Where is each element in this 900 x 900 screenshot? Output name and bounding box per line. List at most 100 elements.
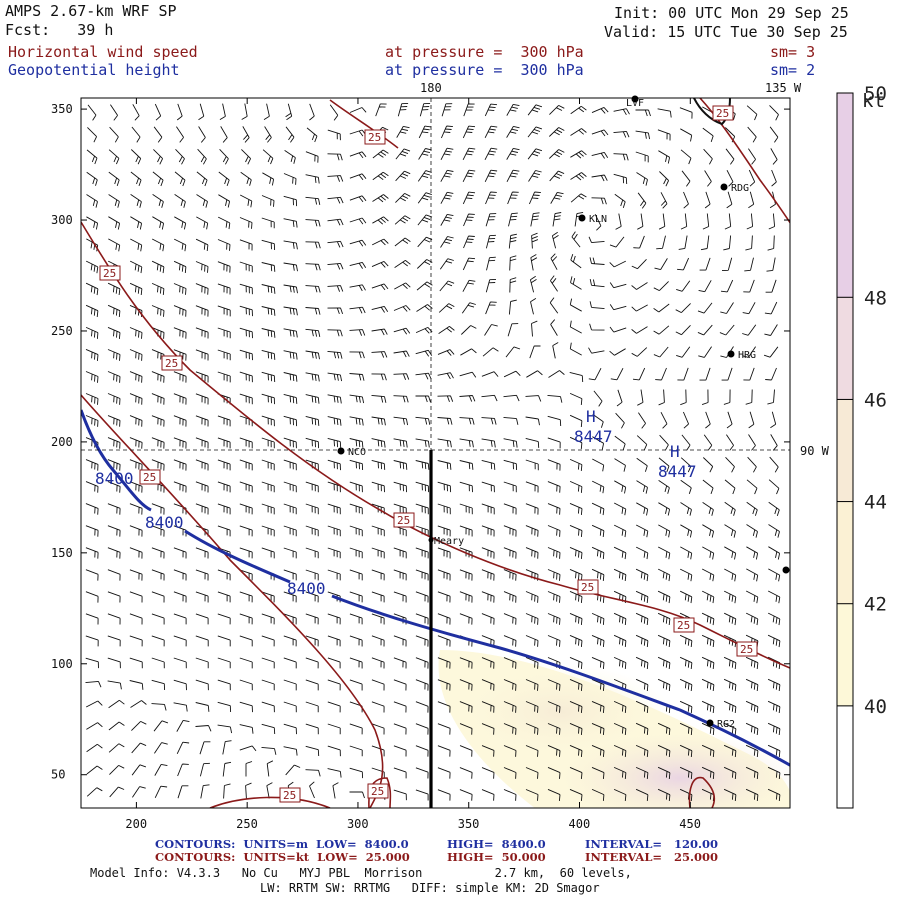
- wind-barb: [283, 613, 297, 625]
- wind-barb: [85, 680, 102, 688]
- colorbar-label: 42: [864, 594, 887, 616]
- y-tick-label: 300: [51, 213, 73, 227]
- speed-contour-line: [81, 221, 790, 669]
- wind-barb: [547, 569, 561, 581]
- wind-barb: [653, 281, 669, 292]
- station-dot: [428, 537, 434, 543]
- wind-barb: [525, 547, 539, 559]
- wind-barb: [486, 256, 496, 271]
- wind-barb: [395, 148, 411, 160]
- wind-barb: [283, 591, 297, 603]
- svg-text:25: 25: [368, 131, 381, 144]
- field1-level: at pressure = 300 hPa: [385, 43, 584, 61]
- wind-barb: [371, 260, 389, 268]
- wind-barb: [613, 612, 627, 626]
- wind-barb: [305, 394, 320, 404]
- wind-barb: [720, 302, 734, 314]
- wind-barb: [631, 326, 648, 334]
- wind-barb: [129, 393, 143, 405]
- wind-barb: [766, 257, 776, 272]
- wind-barb: [283, 218, 298, 228]
- wind-barb: [153, 149, 164, 165]
- wind-barb: [591, 174, 608, 182]
- wind-barb: [550, 319, 558, 336]
- wind-barb: [416, 259, 433, 269]
- wind-barb: [151, 635, 165, 647]
- wind-barb: [481, 394, 498, 402]
- wind-barb: [679, 744, 693, 758]
- wind-barb: [748, 148, 756, 165]
- wind-barb: [681, 170, 691, 187]
- wind-barb: [635, 700, 649, 714]
- wind-barb: [195, 635, 209, 647]
- wind-barb: [570, 172, 587, 181]
- wind-barb: [746, 524, 758, 538]
- wind-barb: [151, 260, 165, 274]
- wind-barb: [459, 613, 473, 625]
- wind-barb: [371, 723, 385, 735]
- wind-barb: [129, 415, 143, 427]
- wind-barb: [484, 147, 498, 161]
- wind-barb: [591, 568, 605, 581]
- wind-barb: [195, 305, 209, 317]
- wind-barb: [440, 236, 454, 248]
- wind-barb: [415, 767, 429, 779]
- wind-barb: [767, 678, 781, 692]
- wind-barb: [462, 169, 476, 183]
- wind-barb: [174, 194, 186, 208]
- wind-barb: [393, 416, 409, 426]
- wind-barb: [609, 236, 625, 248]
- wind-barb: [108, 216, 121, 230]
- wind-barb: [437, 438, 452, 448]
- wind-barb: [635, 546, 649, 560]
- station-dot: [337, 447, 345, 455]
- wind-barb: [677, 257, 690, 271]
- wind-barb: [748, 191, 755, 209]
- wind-barb: [525, 591, 539, 603]
- wind-barb: [130, 238, 143, 252]
- wind-barb: [415, 372, 432, 380]
- wind-barb: [614, 458, 626, 472]
- wind-barb: [698, 280, 712, 293]
- wind-barb: [371, 591, 385, 603]
- wind-barb: [283, 350, 298, 360]
- wind-barb: [195, 371, 209, 383]
- wind-barb: [680, 457, 692, 473]
- wind-barb: [507, 323, 519, 337]
- wind-barb: [678, 235, 688, 250]
- wind-barb: [569, 678, 583, 691]
- wind-barb: [481, 723, 495, 735]
- wind-barb: [261, 701, 275, 713]
- wind-barb: [261, 415, 275, 427]
- wind-barb: [173, 327, 187, 339]
- wind-barb: [764, 324, 778, 336]
- wind-barb: [746, 546, 759, 560]
- wind-barb: [440, 125, 453, 139]
- wind-barb: [173, 591, 187, 603]
- wind-barb: [415, 395, 431, 403]
- high-markers: H 8447 H 8447: [574, 407, 697, 481]
- wind-barb: [675, 324, 691, 336]
- wind-barb: [327, 613, 341, 625]
- wind-barb: [327, 416, 342, 426]
- wind-barb: [613, 766, 627, 779]
- wind-barb: [462, 191, 476, 205]
- wind-barb: [327, 394, 342, 404]
- wind-barb: [437, 657, 451, 669]
- wind-barb: [85, 459, 99, 471]
- wind-barb: [239, 194, 253, 208]
- wind-barb: [195, 393, 209, 405]
- wind-barb: [130, 700, 147, 708]
- wind-barb: [569, 371, 584, 383]
- wind-barb: [327, 372, 343, 382]
- wind-barb: [107, 326, 121, 339]
- wind-barb: [327, 437, 342, 448]
- wind-barb: [591, 151, 609, 159]
- wind-barb: [217, 724, 233, 734]
- wind-barb: [305, 547, 319, 559]
- wind-barb: [548, 127, 565, 137]
- wind-barb: [371, 416, 386, 426]
- wind-barb: [107, 282, 121, 296]
- wind-barb: [591, 524, 605, 538]
- wind-barb: [437, 613, 451, 625]
